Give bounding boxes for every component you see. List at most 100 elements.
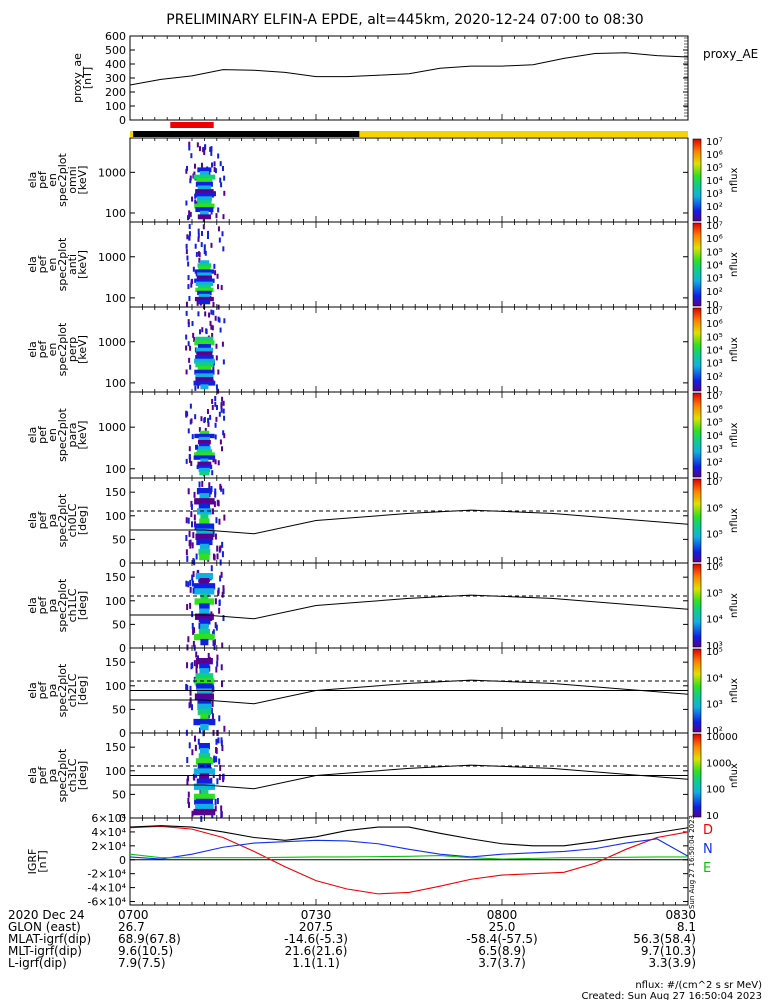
panel-ylabel: ch0LC — [66, 503, 79, 537]
spectrogram-pixel — [214, 598, 217, 605]
spectrogram-pixel — [222, 773, 225, 780]
spectrogram-pixel — [211, 684, 214, 691]
spectrogram-cell — [198, 446, 211, 451]
spectrogram-pixel — [194, 744, 197, 751]
spectrogram-cell — [200, 458, 209, 463]
ephemeris-value: 68.9(67.8) — [118, 932, 181, 946]
spectrogram-pixel — [188, 214, 191, 220]
panel-ylabel: ela — [26, 256, 39, 273]
spectrogram-pixel — [217, 590, 220, 597]
spectrogram-pixel — [196, 444, 199, 450]
y-tick-label: 100 — [105, 595, 126, 608]
spectrogram-pixel — [217, 460, 220, 466]
spectrogram-pixel — [187, 215, 190, 221]
spectrogram-pixel — [185, 683, 188, 690]
spectrogram-cell — [195, 673, 214, 680]
colorbar-tick-label: 10⁶ — [706, 503, 723, 514]
spectrogram-cell — [195, 573, 214, 580]
spectrogram-pixel — [220, 664, 223, 671]
spectrogram-pixel — [217, 737, 220, 744]
spectrogram-pixel — [218, 774, 221, 781]
colorbar-tick-label: 10⁶ — [706, 319, 723, 330]
spectrogram-pixel — [215, 416, 218, 422]
spectrogram-cell — [196, 464, 213, 470]
colorbar-tick-label: 10³ — [706, 444, 723, 455]
spectrogram-pixel — [222, 488, 225, 495]
spectrogram-cell — [198, 503, 211, 510]
spectrogram-pixel — [187, 801, 190, 808]
spectrogram-cell — [198, 299, 211, 305]
spectrogram-pixel — [195, 665, 198, 672]
spectrogram-pixel — [212, 310, 215, 316]
y-tick-label: 1000 — [98, 251, 126, 264]
spectrogram-cell — [194, 588, 215, 595]
spectrogram-pixel — [190, 279, 193, 285]
spectrogram-cell — [195, 347, 214, 353]
panel-ylabel: en — [46, 343, 59, 357]
panel-ylabel: en — [46, 428, 59, 442]
y-tick-label: 50 — [112, 533, 126, 546]
spectrogram-pixel — [213, 167, 216, 173]
colorbar-tick-label: 10² — [706, 287, 723, 298]
spectrogram-pixel — [191, 196, 194, 202]
spectrogram-pixel — [213, 554, 216, 561]
y-tick-label: 1000 — [98, 336, 126, 349]
colorbar-label: nflux — [729, 678, 740, 703]
spectrogram-pixel — [192, 628, 195, 635]
spectrogram-pixel — [217, 207, 220, 213]
panel-ylabel: [deg] — [76, 761, 89, 790]
y-tick-label: -4×10⁴ — [87, 882, 126, 895]
spectrogram-pixel — [192, 773, 195, 780]
spectrogram-pixel — [198, 252, 201, 258]
spectrogram-cell — [197, 263, 212, 268]
colorbar-tick-label: 10⁷ — [706, 391, 723, 402]
spectrogram-cell — [196, 178, 213, 184]
colorbar-tick-label: 10⁷ — [706, 221, 723, 232]
panel-ylabel: [keV] — [76, 166, 89, 195]
spectrogram-cell — [197, 290, 212, 296]
spectrogram-cell — [196, 688, 212, 695]
colorbar-tick-label: 10³ — [706, 359, 723, 370]
colorbar-tick-label: 10⁶ — [706, 562, 723, 573]
spectrogram-pixel — [192, 587, 195, 594]
spectrogram-cell — [195, 207, 214, 213]
y-tick-label: -6×10⁴ — [87, 896, 126, 909]
spectrogram-pixel — [186, 644, 189, 651]
panel-ylabel: omni — [66, 166, 79, 193]
spectrogram-pixel — [202, 224, 205, 230]
colorbar-tick-label: 10⁶ — [706, 404, 723, 415]
spectrogram-pixel — [214, 396, 217, 402]
spectrogram-pixel — [220, 182, 223, 188]
spectrogram-pixel — [214, 622, 217, 629]
spectrogram-pixel — [194, 385, 197, 391]
spectrogram-cell — [196, 683, 213, 690]
ephemeris-value: 0800 — [487, 908, 518, 922]
y-tick-label: 50 — [112, 618, 126, 631]
spectrogram-pixel — [186, 778, 189, 785]
spectrogram-pixel — [193, 336, 196, 342]
spectrogram-pixel — [212, 301, 215, 307]
y-tick-label: 400 — [105, 58, 126, 71]
spectrogram-cell — [195, 355, 214, 360]
y-tick-label: 0 — [119, 812, 126, 825]
spectrogram-cell — [198, 266, 211, 271]
colorbar-tick-label: 10⁴ — [706, 431, 723, 442]
y-tick-label: 0 — [119, 642, 126, 655]
spectrogram-pixel — [201, 327, 204, 333]
spectrogram-pixel — [193, 660, 196, 667]
spectrogram-cell — [195, 803, 214, 811]
spectrogram-cell — [194, 433, 215, 439]
panel-ylabel: ch3LC — [66, 758, 79, 792]
spectrogram-pixel — [199, 329, 202, 335]
panel-ylabel: anti — [66, 254, 79, 275]
spectrogram-pixel — [214, 401, 217, 407]
ephemeris-value: 0830 — [665, 908, 696, 922]
spectrogram-pixel — [220, 403, 223, 409]
spectrogram-pixel — [191, 580, 194, 587]
spectrogram-pixel — [215, 517, 218, 524]
spectrogram-pixel — [185, 200, 188, 206]
spectrogram-cell — [199, 748, 209, 755]
ephemeris-value: 8.1 — [677, 920, 696, 934]
panel-ylabel: pa — [46, 514, 59, 528]
